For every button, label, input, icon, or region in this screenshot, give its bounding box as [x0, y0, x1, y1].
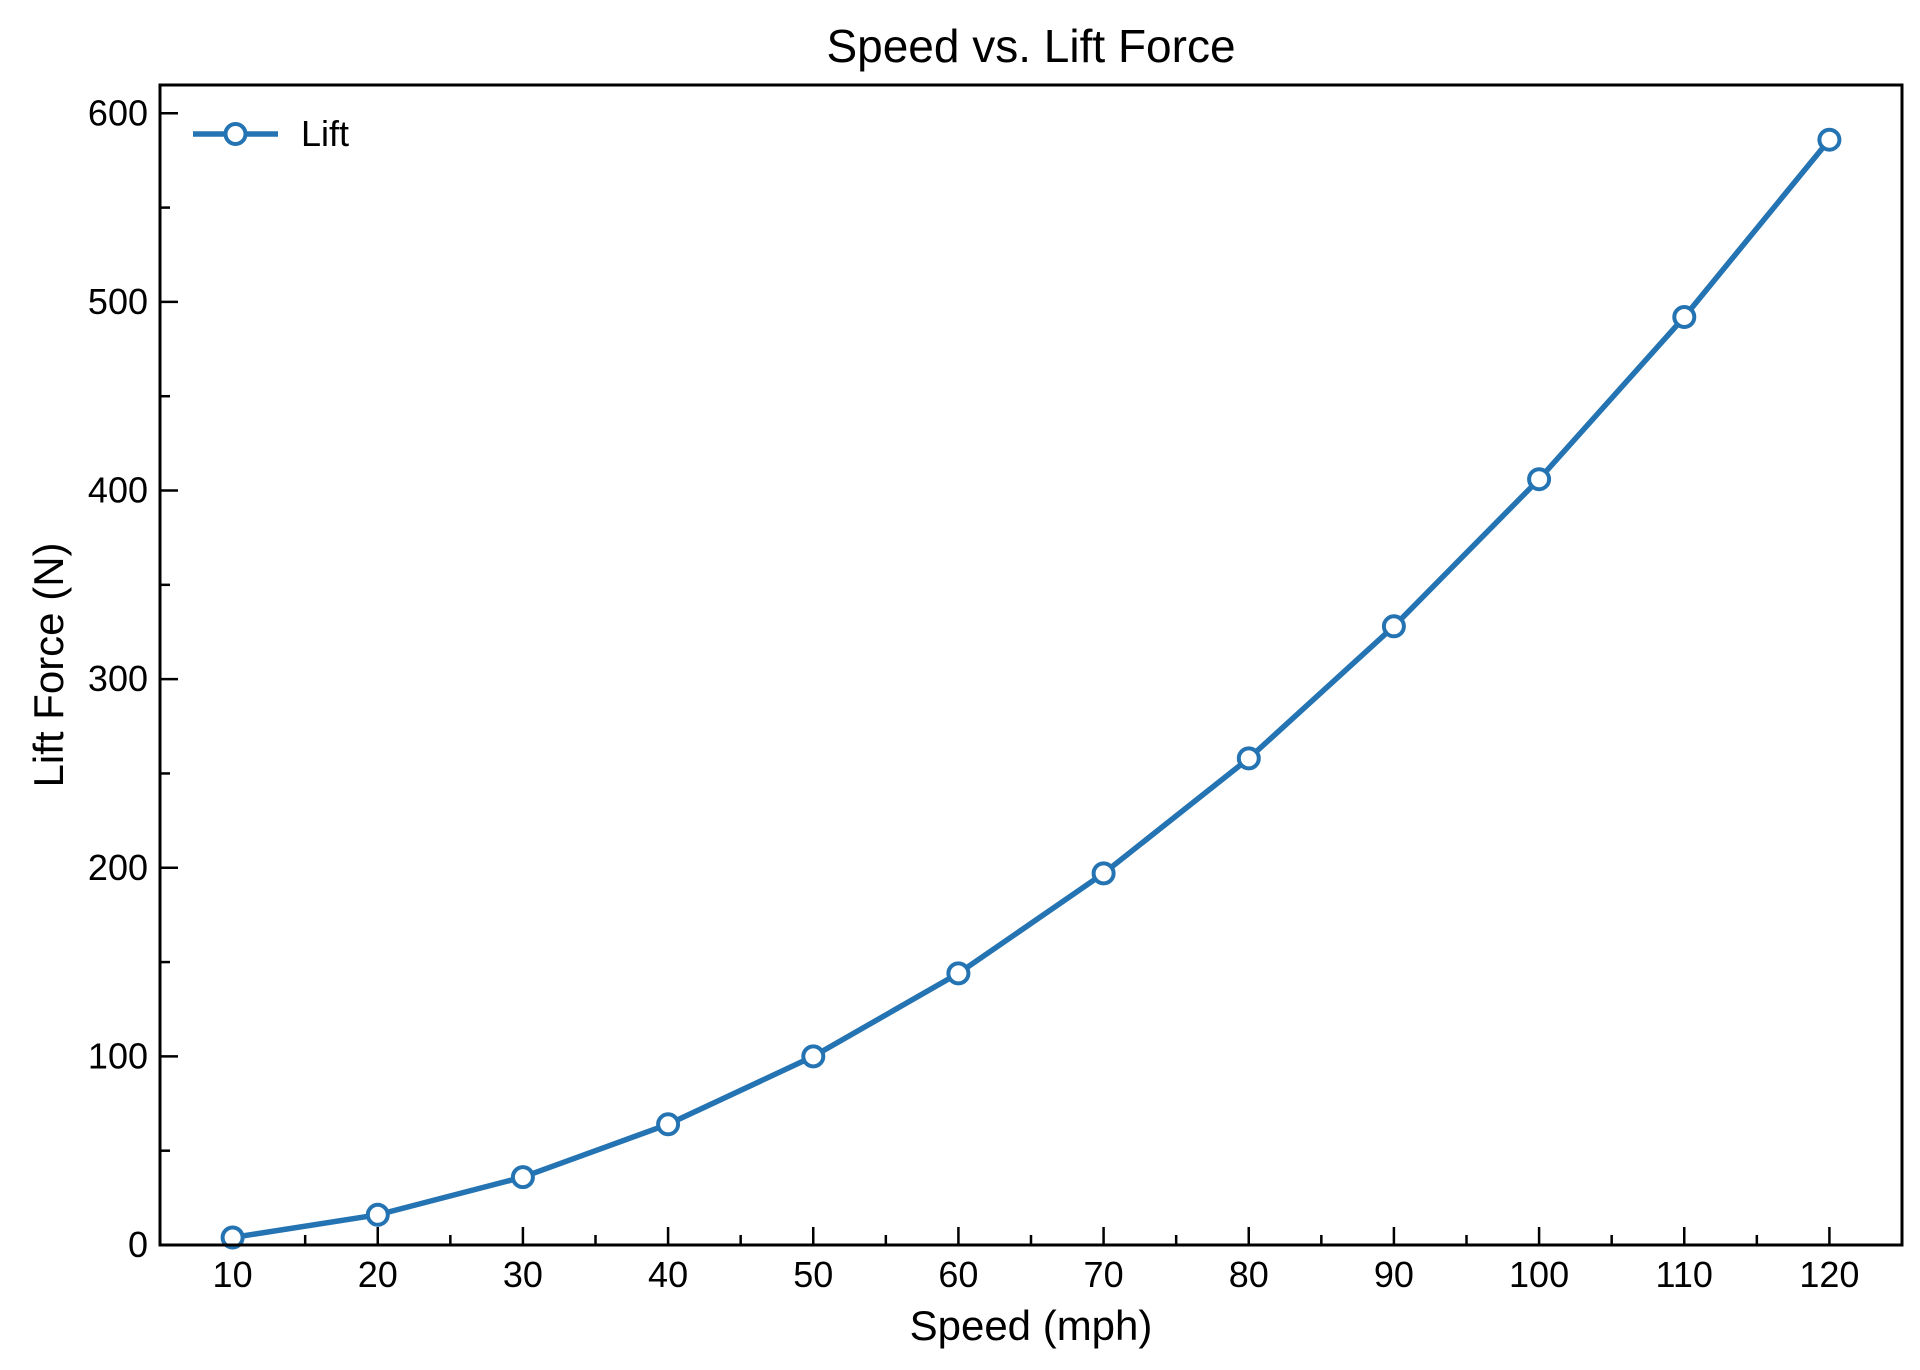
series-line-lift	[229, 136, 1833, 1241]
legend-label-lift: Lift	[301, 113, 349, 154]
x-tick-label: 60	[938, 1254, 978, 1295]
x-tick-label: 30	[503, 1254, 543, 1295]
data-point	[656, 1112, 681, 1137]
data-point	[220, 1225, 245, 1250]
y-tick-label: 600	[88, 92, 148, 133]
data-point	[801, 1044, 826, 1069]
series-layer	[220, 127, 1842, 1250]
x-tick-label: 80	[1229, 1254, 1269, 1295]
y-tick-label: 500	[88, 281, 148, 322]
data-point	[1672, 305, 1697, 329]
y-tick-label: 0	[128, 1224, 148, 1265]
x-tick-label: 50	[793, 1254, 833, 1295]
y-axis-ticks: 0 100 200 300 400 500 600	[88, 92, 178, 1265]
data-point	[1236, 746, 1261, 771]
x-tick-label: 100	[1509, 1254, 1569, 1295]
y-tick-label: 400	[88, 470, 148, 511]
chart-title: Speed vs. Lift Force	[826, 20, 1235, 72]
legend: Lift	[193, 113, 349, 154]
y-tick-label: 200	[88, 847, 148, 888]
data-point	[1091, 861, 1116, 886]
y-axis-label: Lift Force (N)	[25, 542, 72, 787]
y-tick-label: 300	[88, 658, 148, 699]
x-tick-label: 90	[1374, 1254, 1414, 1295]
x-tick-label: 20	[358, 1254, 398, 1295]
plot-frame	[158, 83, 1904, 1247]
x-tick-label: 40	[648, 1254, 688, 1295]
x-tick-label: 10	[213, 1254, 253, 1295]
data-point	[510, 1165, 535, 1190]
x-axis-label: Speed (mph)	[910, 1302, 1153, 1349]
x-tick-label: 70	[1084, 1254, 1124, 1295]
y-tick-label: 100	[88, 1035, 148, 1076]
legend-marker-swatch	[223, 122, 248, 146]
data-point	[1381, 614, 1406, 639]
x-axis-ticks: 10 20 30 40 50 60 70 80 90 100 110 120	[158, 1227, 1904, 1295]
data-point	[1527, 467, 1552, 492]
x-tick-label: 120	[1799, 1254, 1859, 1295]
data-point	[365, 1202, 390, 1227]
data-point	[1817, 127, 1842, 152]
x-tick-label: 110	[1656, 1254, 1713, 1295]
data-point	[946, 961, 971, 986]
